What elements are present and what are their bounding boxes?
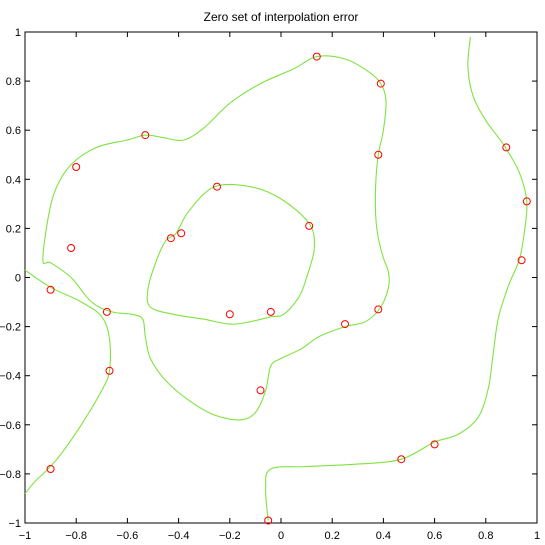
interpolation-point-22	[256, 386, 265, 395]
y-tick-label: −0.8	[0, 469, 21, 481]
x-tick-label: 0.4	[376, 530, 391, 542]
interpolation-point-19	[266, 307, 275, 316]
interpolation-point-2	[72, 163, 81, 171]
zero-set-curve-1	[42, 55, 390, 421]
interpolation-point-7	[46, 465, 55, 473]
interpolation-point-3	[67, 244, 76, 252]
x-tick-label: 0.2	[325, 530, 340, 542]
interpolation-point-23	[430, 440, 439, 449]
interpolation-point-15	[177, 229, 186, 238]
plot-area	[24, 31, 538, 524]
interpolation-point-20	[341, 320, 349, 329]
interpolation-point-8	[312, 52, 321, 61]
interpolation-point-6	[105, 366, 114, 375]
interpolation-point-5	[102, 307, 111, 316]
y-tick-label: 0.8	[6, 76, 21, 88]
x-tick-label: −1	[19, 530, 32, 542]
y-tick-label: 0.6	[6, 125, 21, 137]
y-tick-label: −1	[8, 518, 21, 530]
y-tick-label: 0.4	[6, 174, 21, 186]
interpolation-point-13	[517, 256, 526, 265]
interpolation-point-25	[264, 516, 273, 525]
interpolation-point-1	[141, 131, 150, 140]
x-tick-label: −0.2	[219, 530, 241, 542]
interpolation-point-17	[305, 221, 314, 230]
interpolation-point-11	[502, 143, 511, 152]
interpolation-point-4	[46, 285, 55, 294]
y-tick-label: 0.2	[6, 223, 21, 235]
x-tick-label: −0.6	[117, 530, 139, 542]
zero-set-curve-4	[265, 36, 528, 521]
y-tick-label: −0.6	[0, 420, 21, 432]
interpolation-point-18	[225, 310, 234, 319]
interpolation-point-16	[166, 234, 175, 243]
zero-set-curves	[24, 36, 528, 521]
interpolation-point-21	[374, 305, 383, 314]
interpolation-point-14	[213, 182, 221, 191]
interpolation-point-9	[376, 79, 385, 88]
interpolation-point-10	[374, 150, 383, 159]
y-tick-label: 0	[15, 273, 21, 285]
interpolation-point-24	[397, 455, 406, 464]
x-tick-label: 0.8	[478, 530, 493, 542]
axis-ticks: −1 −0.8 −0.6 −0.4 −0.2 0 0.2 0.4 0.6 0.8 1 1 0.8 0.6 0…	[0, 27, 540, 542]
interpolation-points	[46, 52, 531, 525]
chart-title: Zero set of interpolation error	[204, 10, 359, 24]
y-tick-label: −0.4	[0, 371, 21, 383]
y-tick-label: 1	[15, 27, 21, 39]
y-tick-label: −0.2	[0, 322, 21, 334]
x-tick-label: −0.4	[168, 530, 190, 542]
interpolation-point-12	[522, 197, 531, 206]
x-tick-label: 1	[534, 530, 540, 542]
x-tick-label: −0.8	[65, 530, 87, 542]
zero-set-curve-2	[146, 183, 315, 325]
x-tick-label: 0	[278, 530, 284, 542]
x-tick-label: 0.6	[427, 530, 442, 542]
